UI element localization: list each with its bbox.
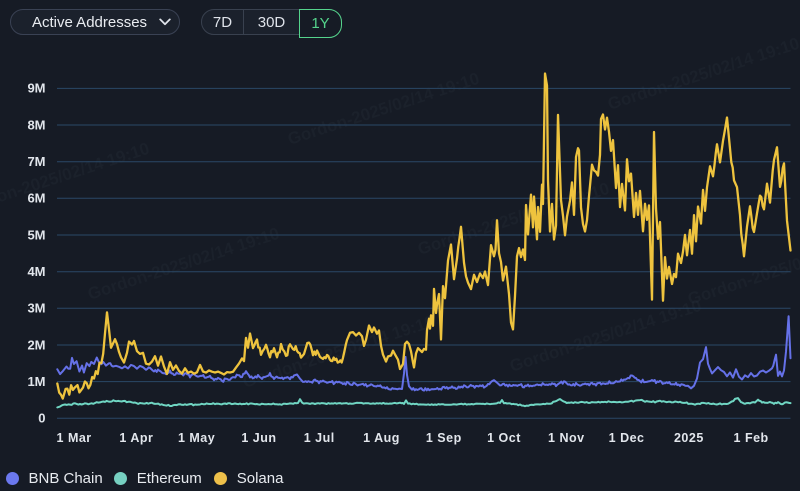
svg-text:1 Dec: 1 Dec <box>609 431 645 445</box>
svg-text:4M: 4M <box>27 264 45 279</box>
svg-text:1 Jul: 1 Jul <box>304 431 335 445</box>
svg-text:1 Apr: 1 Apr <box>119 431 153 445</box>
svg-text:7M: 7M <box>27 154 45 169</box>
svg-text:1 May: 1 May <box>178 431 215 445</box>
svg-text:1 Nov: 1 Nov <box>548 431 585 445</box>
svg-text:1 Feb: 1 Feb <box>734 431 769 445</box>
svg-text:2M: 2M <box>27 337 45 352</box>
svg-text:2025: 2025 <box>674 431 704 445</box>
svg-text:5M: 5M <box>27 227 45 242</box>
svg-text:Gordon-2025/02/14 19:10: Gordon-2025/02/14 19:10 <box>285 69 481 149</box>
svg-text:3M: 3M <box>27 301 45 316</box>
svg-text:8M: 8M <box>27 117 45 132</box>
svg-text:1 Jun: 1 Jun <box>241 431 276 445</box>
svg-text:1 Oct: 1 Oct <box>487 431 521 445</box>
svg-text:0: 0 <box>38 411 45 426</box>
svg-text:1 Mar: 1 Mar <box>57 431 92 445</box>
svg-text:Gordon-2025/02/14 19:10: Gordon-2025/02/14 19:10 <box>85 224 281 304</box>
svg-text:1 Sep: 1 Sep <box>426 431 462 445</box>
svg-text:6M: 6M <box>27 191 45 206</box>
svg-text:1 Aug: 1 Aug <box>363 431 400 445</box>
svg-text:Gordon-2025/02/14 19:10: Gordon-2025/02/14 19:10 <box>0 139 152 219</box>
svg-text:1M: 1M <box>27 374 45 389</box>
svg-text:Gordon-2025/02/14 19:10: Gordon-2025/02/14 19:10 <box>605 34 800 114</box>
svg-text:9M: 9M <box>27 81 45 96</box>
